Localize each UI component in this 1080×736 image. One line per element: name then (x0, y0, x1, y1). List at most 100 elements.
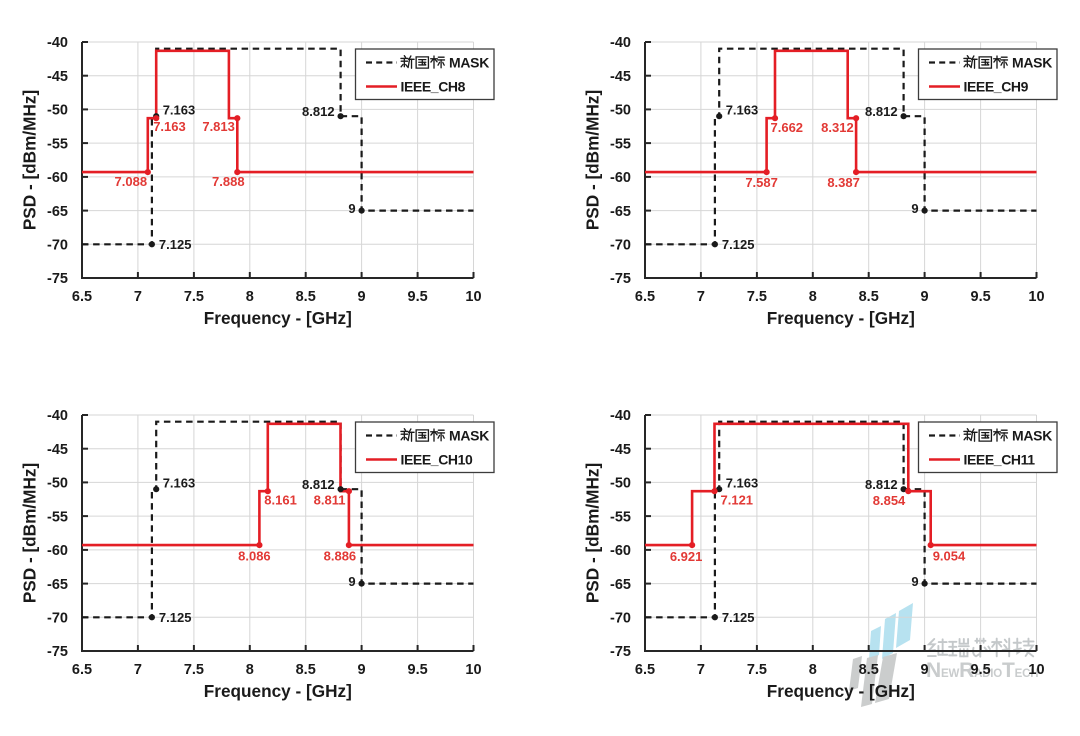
svg-text:-70: -70 (47, 238, 68, 254)
svg-text:9: 9 (358, 289, 366, 305)
svg-text:NEWRADIOTECH: NEWRADIOTECH (926, 659, 1038, 682)
svg-text:-70: -70 (47, 611, 68, 627)
svg-text:-45: -45 (47, 69, 68, 85)
svg-text:8.812: 8.812 (865, 477, 898, 492)
svg-text:7.088: 7.088 (115, 174, 148, 189)
svg-text:6.5: 6.5 (72, 662, 92, 678)
svg-text:-65: -65 (47, 204, 68, 220)
svg-text:IEEE_CH11: IEEE_CH11 (964, 452, 1036, 468)
svg-text:9.5: 9.5 (971, 289, 991, 305)
svg-text:7.125: 7.125 (159, 237, 192, 252)
svg-text:7.163: 7.163 (163, 475, 196, 490)
svg-text:7: 7 (134, 662, 142, 678)
svg-text:-70: -70 (610, 611, 631, 627)
svg-text:8.161: 8.161 (264, 492, 297, 507)
svg-text:7.5: 7.5 (747, 662, 767, 678)
svg-text:8: 8 (809, 289, 817, 305)
svg-text:-45: -45 (47, 442, 68, 458)
svg-text:9: 9 (911, 201, 918, 216)
svg-text:6.921: 6.921 (670, 549, 703, 564)
svg-text:MASK: MASK (1012, 428, 1052, 444)
svg-text:7.888: 7.888 (212, 174, 245, 189)
svg-text:8.5: 8.5 (859, 289, 879, 305)
svg-text:-60: -60 (610, 543, 631, 559)
svg-text:-40: -40 (47, 408, 68, 424)
svg-text:8.5: 8.5 (296, 289, 316, 305)
svg-text:-40: -40 (610, 408, 631, 424)
svg-text:8.086: 8.086 (238, 549, 271, 564)
svg-text:10: 10 (1028, 662, 1044, 678)
svg-text:-40: -40 (610, 35, 631, 51)
svg-text:-55: -55 (47, 136, 68, 152)
svg-text:-50: -50 (610, 103, 631, 119)
svg-text:-75: -75 (47, 271, 68, 287)
svg-text:8.387: 8.387 (827, 175, 860, 190)
svg-text:7.125: 7.125 (722, 237, 755, 252)
svg-text:-60: -60 (610, 170, 631, 186)
svg-text:7.5: 7.5 (184, 289, 204, 305)
svg-text:7.163: 7.163 (153, 119, 186, 134)
svg-text:8.5: 8.5 (859, 662, 879, 678)
svg-text:9.5: 9.5 (408, 662, 428, 678)
svg-text:8.5: 8.5 (296, 662, 316, 678)
svg-text:8.886: 8.886 (324, 549, 357, 564)
svg-text:9: 9 (921, 289, 929, 305)
svg-text:8.312: 8.312 (821, 120, 854, 135)
svg-text:-50: -50 (47, 103, 68, 119)
svg-text:9: 9 (921, 662, 929, 678)
svg-text:Frequency - [GHz]: Frequency - [GHz] (204, 681, 352, 701)
svg-text:-55: -55 (610, 136, 631, 152)
svg-text:7.121: 7.121 (721, 493, 754, 508)
svg-text:10: 10 (465, 662, 481, 678)
svg-text:IEEE_CH10: IEEE_CH10 (401, 452, 473, 468)
svg-text:10: 10 (1028, 289, 1044, 305)
svg-text:-55: -55 (610, 509, 631, 525)
svg-text:7.163: 7.163 (726, 475, 759, 490)
svg-text:7: 7 (697, 662, 705, 678)
svg-text:9.054: 9.054 (933, 549, 966, 564)
svg-text:-50: -50 (47, 476, 68, 492)
svg-text:Frequency - [GHz]: Frequency - [GHz] (204, 308, 352, 328)
svg-text:9.5: 9.5 (971, 662, 991, 678)
svg-text:6.5: 6.5 (635, 662, 655, 678)
svg-text:8: 8 (246, 289, 254, 305)
svg-text:7: 7 (134, 289, 142, 305)
svg-text:-75: -75 (610, 644, 631, 660)
svg-text:IEEE_CH9: IEEE_CH9 (964, 79, 1029, 95)
svg-text:9: 9 (911, 574, 918, 589)
svg-text:7.163: 7.163 (163, 102, 196, 117)
svg-text:MASK: MASK (1012, 55, 1052, 71)
svg-text:7.662: 7.662 (771, 120, 804, 135)
svg-text:9: 9 (358, 662, 366, 678)
svg-text:8.812: 8.812 (302, 104, 335, 119)
svg-text:PSD - [dBm/MHz]: PSD - [dBm/MHz] (583, 463, 603, 603)
svg-text:Frequency - [GHz]: Frequency - [GHz] (767, 308, 915, 328)
svg-text:-65: -65 (610, 204, 631, 220)
svg-text:9: 9 (348, 574, 355, 589)
svg-text:7.5: 7.5 (184, 662, 204, 678)
svg-text:IEEE_CH8: IEEE_CH8 (401, 79, 466, 95)
svg-text:7.813: 7.813 (202, 119, 235, 134)
svg-text:8.811: 8.811 (314, 492, 346, 507)
svg-text:7: 7 (697, 289, 705, 305)
svg-text:-45: -45 (610, 69, 631, 85)
svg-text:PSD - [dBm/MHz]: PSD - [dBm/MHz] (20, 90, 40, 230)
svg-text:PSD - [dBm/MHz]: PSD - [dBm/MHz] (583, 90, 603, 230)
svg-text:10: 10 (465, 289, 481, 305)
svg-text:-60: -60 (47, 170, 68, 186)
svg-text:-75: -75 (610, 271, 631, 287)
svg-text:7.125: 7.125 (159, 610, 192, 625)
svg-text:7.125: 7.125 (722, 610, 755, 625)
svg-text:-60: -60 (47, 543, 68, 559)
svg-text:8: 8 (809, 662, 817, 678)
svg-text:7.163: 7.163 (726, 102, 759, 117)
svg-text:-55: -55 (47, 509, 68, 525)
svg-text:-65: -65 (610, 577, 631, 593)
svg-text:MASK: MASK (449, 55, 489, 71)
svg-text:7.587: 7.587 (745, 175, 778, 190)
svg-text:MASK: MASK (449, 428, 489, 444)
svg-text:6.5: 6.5 (635, 289, 655, 305)
svg-text:8.812: 8.812 (865, 104, 898, 119)
svg-text:8: 8 (246, 662, 254, 678)
svg-text:6.5: 6.5 (72, 289, 92, 305)
